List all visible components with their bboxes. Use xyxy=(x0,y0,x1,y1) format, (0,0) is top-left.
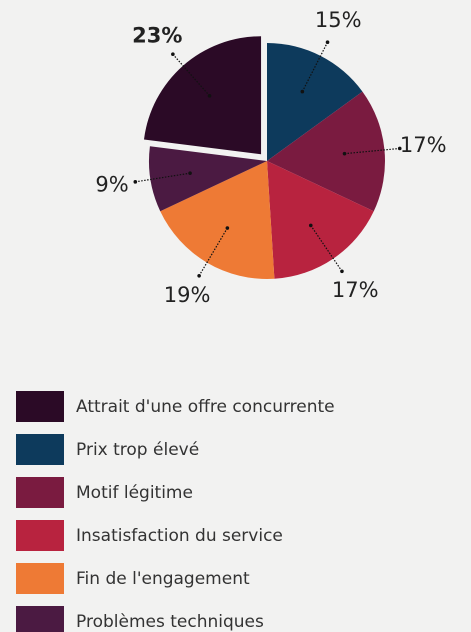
leader-dot xyxy=(133,180,138,184)
leader-dot xyxy=(225,226,230,230)
leader-line xyxy=(198,227,228,277)
leader-line xyxy=(301,41,329,92)
pie-slice xyxy=(160,161,275,279)
pie-slice xyxy=(143,36,262,155)
legend-label: Problèmes techniques xyxy=(76,612,264,632)
pie-slice xyxy=(267,91,385,212)
leader-dot xyxy=(171,52,175,57)
leader-dot xyxy=(308,223,313,228)
leader-line xyxy=(135,172,191,183)
value-label: 19% xyxy=(164,283,211,307)
leader-dot xyxy=(397,146,402,151)
legend-swatch xyxy=(16,477,64,508)
leader-dot xyxy=(300,89,305,94)
legend-swatch xyxy=(16,434,64,465)
legend-swatch xyxy=(16,391,64,422)
leader-dot xyxy=(325,40,330,44)
leader-dot xyxy=(188,171,192,175)
leader-dot xyxy=(207,94,212,98)
leader-line xyxy=(344,147,400,155)
value-label: 23% xyxy=(132,24,182,48)
value-label: 17% xyxy=(332,278,379,302)
legend-label: Insatisfaction du service xyxy=(76,526,283,546)
legend-swatch xyxy=(16,520,64,551)
pie-slice xyxy=(267,161,374,279)
leader-dot xyxy=(342,151,347,156)
leader-dot xyxy=(197,273,201,278)
leader-line xyxy=(172,53,210,97)
leader-line xyxy=(310,225,343,272)
pie-slice xyxy=(267,43,363,161)
value-label: 17% xyxy=(400,133,447,157)
legend-swatch xyxy=(16,606,64,632)
legend-swatch xyxy=(16,563,64,594)
value-label: 9% xyxy=(95,173,128,197)
legend-label: Attrait d'une offre concurrente xyxy=(76,397,335,417)
legend-label: Fin de l'engagement xyxy=(76,569,250,589)
leader-dot xyxy=(340,269,344,274)
value-label: 15% xyxy=(315,8,362,32)
pie-slice xyxy=(148,146,267,212)
legend-label: Motif légitime xyxy=(76,483,193,503)
legend-label: Prix trop élevé xyxy=(76,440,199,460)
